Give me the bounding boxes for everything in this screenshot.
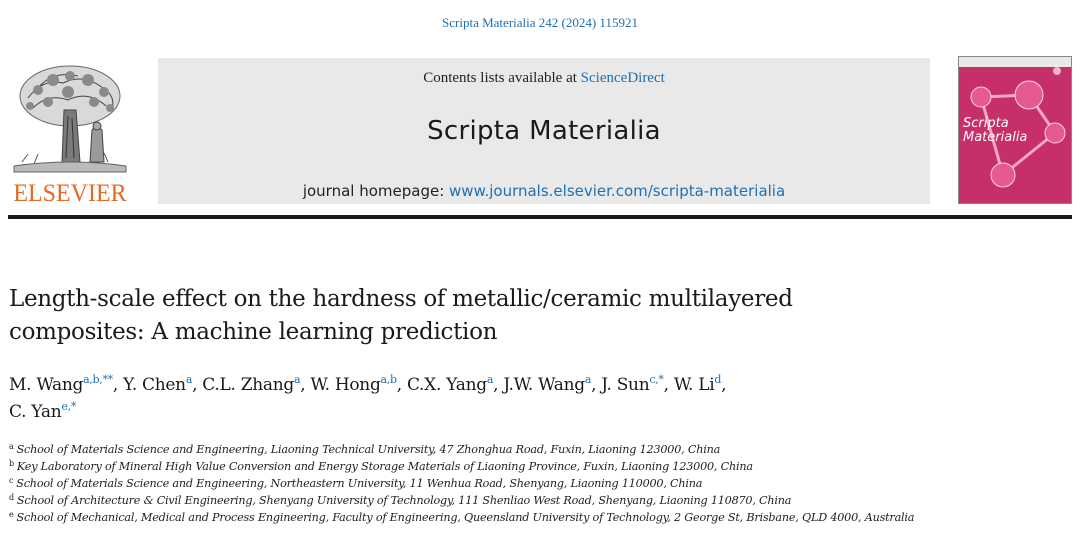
journal-homepage-link[interactable]: www.journals.elsevier.com/scripta-materi… <box>449 182 786 200</box>
homepage-prefix: journal homepage: <box>302 182 450 200</box>
author-affiliation-marker[interactable]: a <box>185 373 193 386</box>
author-affiliation-marker[interactable]: a,b,** <box>83 373 113 386</box>
author[interactable]: W. Honga,b <box>310 373 398 395</box>
author-affiliation-marker[interactable]: a <box>486 373 494 386</box>
header-rule <box>8 215 1072 219</box>
affiliation-key: c <box>9 476 14 485</box>
contents-line: Contents lists available at ScienceDirec… <box>158 70 930 87</box>
author-name[interactable]: M. Wang <box>9 375 84 395</box>
affiliation-item: b Key Laboratory of Mineral High Value Co… <box>9 458 1074 475</box>
author-affiliation-marker[interactable]: c,* <box>649 373 664 386</box>
affiliation-key: d <box>9 493 14 502</box>
author-affiliation-marker[interactable]: a,b <box>380 373 398 386</box>
author-name[interactable]: J.W. Wang <box>503 375 585 395</box>
cover-title-line2: Materialia <box>963 130 1028 145</box>
article-title-line1: Length-scale effect on the hardness of m… <box>9 286 793 312</box>
author[interactable]: M. Wanga,b,** <box>9 373 113 395</box>
author[interactable]: J. Sunc,* <box>601 373 664 395</box>
author-list: M. Wanga,b,**, Y. Chena, C.L. Zhanga, W.… <box>9 372 1069 426</box>
elsevier-tree-icon <box>13 65 127 173</box>
affiliation-text: School of Architecture & Civil Engineeri… <box>16 494 792 507</box>
article-title: Length-scale effect on the hardness of m… <box>9 283 1069 349</box>
cover-title-line1: Scripta <box>963 116 1009 131</box>
author-separator: , <box>591 375 602 395</box>
journal-cover[interactable]: Scripta Materialia <box>958 56 1072 204</box>
author[interactable]: Y. Chena <box>123 373 193 395</box>
author[interactable]: C.X. Yanga <box>406 373 494 395</box>
author[interactable]: C.L. Zhanga <box>202 373 301 395</box>
author[interactable]: W. Lid <box>673 373 722 395</box>
author[interactable]: J.W. Wanga <box>503 373 592 395</box>
affiliation-item: e School of Mechanical, Medical and Proce… <box>9 509 1074 526</box>
author-affiliation-marker[interactable]: e,* <box>61 400 77 413</box>
affiliation-text: School of Materials Science and Engineer… <box>16 443 721 456</box>
affiliation-key: a <box>9 442 14 451</box>
author-separator: , <box>663 375 674 395</box>
journal-title[interactable]: Scripta Materialia <box>427 116 661 146</box>
author-name[interactable]: J. Sun <box>601 375 650 395</box>
author-separator: , <box>192 375 203 395</box>
affiliation-text: School of Materials Science and Engineer… <box>16 477 703 490</box>
author-affiliation-marker[interactable]: a <box>584 373 592 386</box>
affiliation-list: a School of Materials Science and Enginee… <box>9 441 1074 526</box>
journal-header-panel: Contents lists available at ScienceDirec… <box>158 58 930 204</box>
author-affiliation-marker[interactable]: a <box>293 373 301 386</box>
cover-title: Scripta Materialia <box>963 117 1027 145</box>
author-separator: , <box>493 375 504 395</box>
author-name[interactable]: C.L. Zhang <box>202 375 294 395</box>
author-name[interactable]: C. Yan <box>9 402 62 422</box>
author-name[interactable]: C.X. Yang <box>406 375 487 395</box>
affiliation-item: d School of Architecture & Civil Engineer… <box>9 492 1074 509</box>
homepage-line: journal homepage: www.journals.elsevier.… <box>158 182 930 200</box>
publisher-logo[interactable]: ELSEVIER <box>8 58 132 207</box>
affiliation-key: b <box>9 459 14 468</box>
affiliation-text: Key Laboratory of Mineral High Value Con… <box>16 460 753 473</box>
author-separator: , <box>300 375 311 395</box>
author-separator: , <box>721 375 727 395</box>
citation-line[interactable]: Scripta Materialia 242 (2024) 115921 <box>442 15 638 30</box>
contents-prefix: Contents lists available at <box>423 70 581 86</box>
author-name[interactable]: W. Hong <box>310 375 381 395</box>
affiliation-item: a School of Materials Science and Enginee… <box>9 441 1074 458</box>
author-name[interactable]: Y. Chen <box>123 375 186 395</box>
affiliation-key: e <box>9 510 14 519</box>
author-name[interactable]: W. Li <box>673 375 715 395</box>
journal-cover-image <box>959 57 1071 203</box>
sciencedirect-link[interactable]: ScienceDirect <box>580 70 665 86</box>
elsevier-wordmark: ELSEVIER <box>13 180 127 207</box>
author-affiliation-marker[interactable]: d <box>714 373 722 386</box>
author-separator: , <box>396 375 407 395</box>
affiliation-text: School of Mechanical, Medical and Proces… <box>16 511 915 524</box>
affiliation-item: c School of Materials Science and Enginee… <box>9 475 1074 492</box>
article-title-line2: composites: A machine learning predictio… <box>9 319 498 345</box>
author-separator: , <box>112 375 124 395</box>
author[interactable]: C. Yane,* <box>9 400 77 422</box>
